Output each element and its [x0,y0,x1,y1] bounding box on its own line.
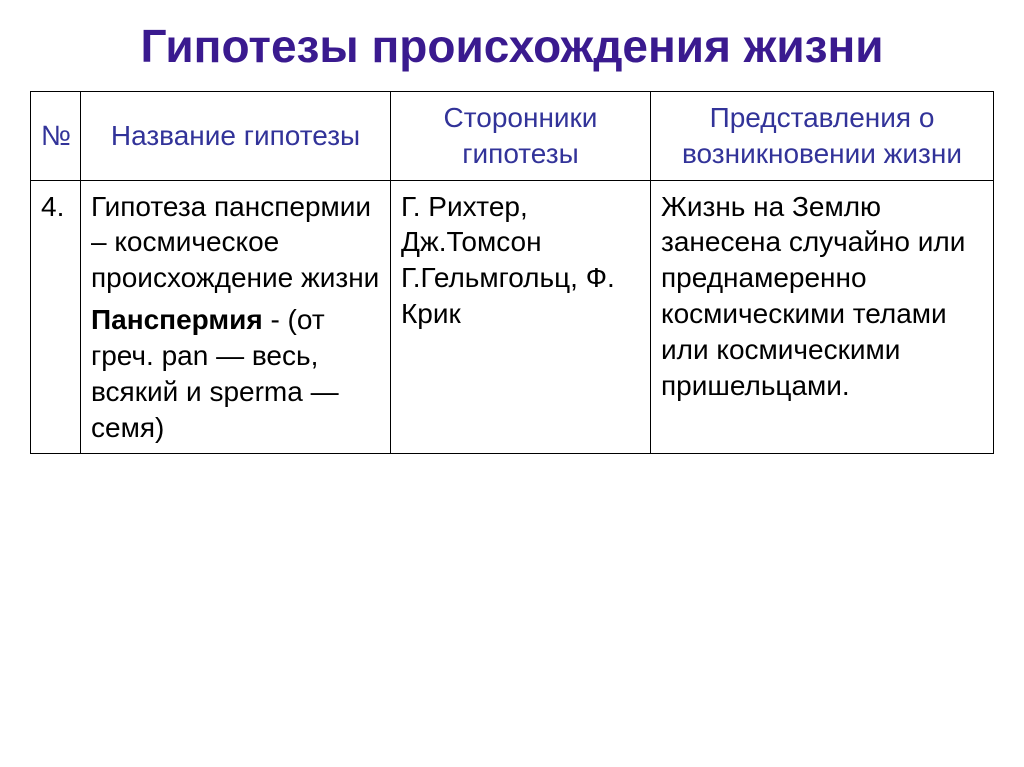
hypothesis-name-main: Гипотеза панспермии – космическое происх… [91,189,380,296]
col-header-supporters: Сторонники гипотезы [391,91,651,180]
col-header-number: № [31,91,81,180]
cell-number: 4. [31,180,81,454]
cell-name: Гипотеза панспермии – космическое происх… [81,180,391,454]
table-row: 4. Гипотеза панспермии – космическое про… [31,180,994,454]
hypothesis-term: Панспермия [91,304,263,335]
cell-description: Жизнь на Землю занесена случайно или пре… [651,180,994,454]
col-header-description: Представления о возникновении жизни [651,91,994,180]
cell-supporters: Г. Рихтер, Дж.Томсон Г.Гельмгольц, Ф. Кр… [391,180,651,454]
slide-title: Гипотезы происхождения жизни [30,20,994,73]
col-header-name: Название гипотезы [81,91,391,180]
table-header-row: № Название гипотезы Сторонники гипотезы … [31,91,994,180]
hypotheses-table: № Название гипотезы Сторонники гипотезы … [30,91,994,454]
